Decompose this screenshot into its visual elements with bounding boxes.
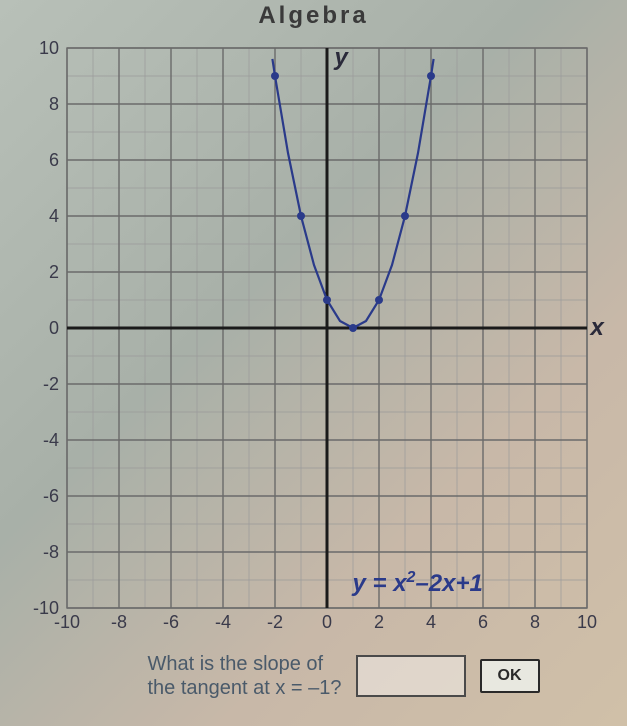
- y-axis-label: y: [335, 44, 348, 72]
- svg-text:0: 0: [321, 612, 331, 632]
- svg-text:-10: -10: [32, 598, 58, 618]
- question-line-2: the tangent at x = –1?: [147, 677, 341, 699]
- equation-label: y = x2–2x+1: [353, 569, 483, 598]
- svg-text:-6: -6: [162, 612, 178, 632]
- question-row: What is the slope of the tangent at x = …: [0, 652, 627, 700]
- svg-text:2: 2: [373, 612, 383, 632]
- svg-text:2: 2: [48, 262, 58, 282]
- coordinate-graph: -10-8-6-4-20246810-10-8-6-4-20246810: [19, 38, 609, 638]
- x-axis-label: x: [591, 314, 604, 342]
- svg-text:6: 6: [477, 612, 487, 632]
- page-title: Algebra: [0, 0, 627, 30]
- svg-text:-8: -8: [110, 612, 126, 632]
- svg-text:-4: -4: [42, 430, 58, 450]
- svg-text:6: 6: [48, 150, 58, 170]
- svg-text:10: 10: [38, 38, 58, 58]
- ok-button[interactable]: OK: [480, 659, 540, 693]
- svg-text:-8: -8: [42, 542, 58, 562]
- answer-input[interactable]: [356, 655, 466, 697]
- question-line-1: What is the slope of: [147, 653, 323, 675]
- svg-text:10: 10: [576, 612, 596, 632]
- question-text: What is the slope of the tangent at x = …: [147, 652, 341, 700]
- svg-text:4: 4: [425, 612, 435, 632]
- svg-text:8: 8: [529, 612, 539, 632]
- svg-text:-4: -4: [214, 612, 230, 632]
- graph-container: -10-8-6-4-20246810-10-8-6-4-20246810 y x…: [19, 38, 609, 638]
- svg-text:8: 8: [48, 94, 58, 114]
- svg-text:-2: -2: [42, 374, 58, 394]
- svg-text:-6: -6: [42, 486, 58, 506]
- svg-text:4: 4: [48, 206, 58, 226]
- svg-text:0: 0: [48, 318, 58, 338]
- svg-text:-2: -2: [266, 612, 282, 632]
